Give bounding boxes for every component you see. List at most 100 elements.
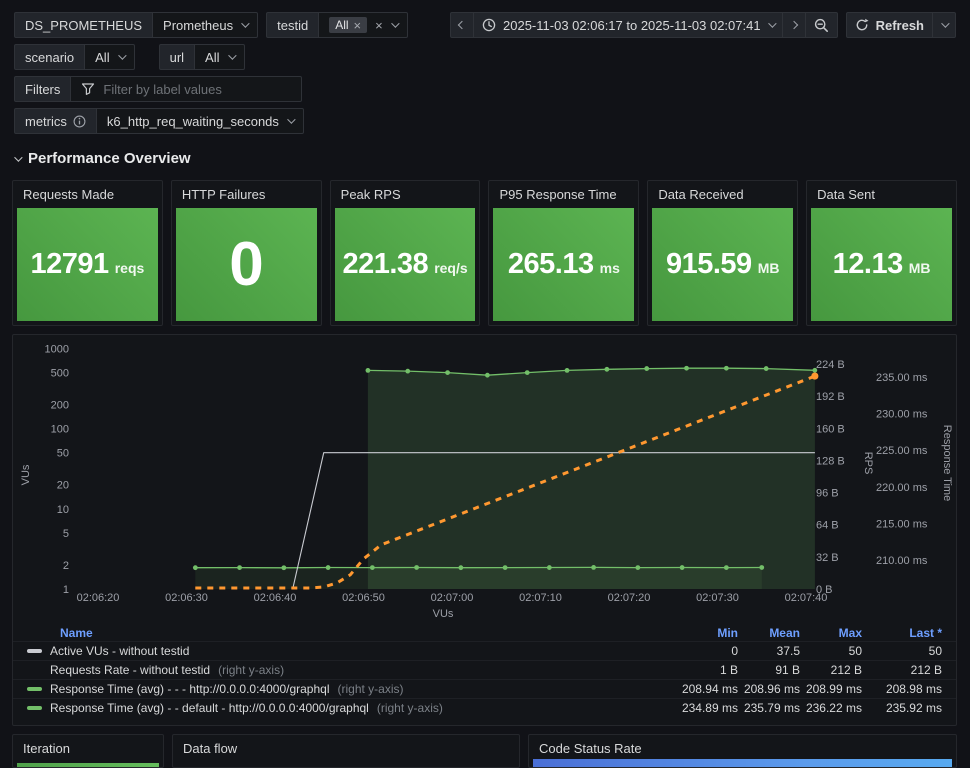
legend-series-name[interactable]: Active VUs - without testid <box>27 644 646 658</box>
metrics-control: metrics k6_http_req_waiting_seconds <box>14 108 304 134</box>
axis-tick-label: 0 B <box>816 584 833 596</box>
url-value[interactable]: All <box>194 44 245 70</box>
stat-title[interactable]: HTTP Failures <box>181 186 266 202</box>
response-time-default-graphql-point[interactable] <box>644 366 650 371</box>
requests-rate-end-point[interactable] <box>811 372 819 380</box>
stat-title[interactable]: Peak RPS <box>340 186 401 202</box>
legend-header-max[interactable]: Max <box>838 625 862 640</box>
response-time-default-graphql-point[interactable] <box>723 365 729 371</box>
stat-title[interactable]: Data Received <box>658 186 744 202</box>
stat-title[interactable]: Requests Made <box>23 186 115 202</box>
response-time-default-graphql-point[interactable] <box>763 366 769 371</box>
chevron-left-icon <box>457 20 467 30</box>
response-time-default-graphql-point[interactable] <box>524 370 530 376</box>
response-time-graphql-point[interactable] <box>759 565 765 570</box>
refresh-button[interactable]: Refresh <box>845 12 933 38</box>
clock-icon <box>482 18 496 32</box>
response-time-graphql-point[interactable] <box>679 565 685 570</box>
scenario-value-text: All <box>95 49 110 65</box>
response-time-graphql-point[interactable] <box>635 565 641 571</box>
legend-header-name[interactable]: Name <box>60 625 93 640</box>
testid-value[interactable]: All × × <box>318 12 408 38</box>
time-range-button[interactable]: 2025-11-03 02:06:17 to 2025-11-03 02:07:… <box>474 12 783 38</box>
axis-tick-label: RPS <box>862 452 874 475</box>
scenario-value[interactable]: All <box>84 44 135 70</box>
active-vus-line[interactable] <box>292 452 815 590</box>
response-time-graphql-point[interactable] <box>325 565 331 570</box>
timeseries-chart[interactable]: 1000 500 200 100 50 20 10 5 2 1 224 B 192 B 160 B 128… <box>13 335 956 624</box>
time-back-button[interactable] <box>450 12 475 38</box>
zoom-out-button[interactable] <box>805 12 838 38</box>
response-time-graphql-point[interactable] <box>546 565 552 570</box>
filters-input-box[interactable] <box>70 76 303 102</box>
legend-header-mean[interactable]: Mean <box>769 625 800 640</box>
axis-tick-label: 220.00 ms <box>876 482 928 494</box>
section-title: Performance Overview <box>28 150 191 167</box>
stat-title[interactable]: Data Sent <box>817 186 875 202</box>
response-time-graphql-point[interactable] <box>192 565 198 571</box>
panel-title[interactable]: Data flow <box>183 740 238 756</box>
stat-body: 265.13 ms <box>493 208 635 321</box>
axis-tick-label: 1000 <box>45 343 69 355</box>
section-row-performance-overview[interactable]: Performance Overview <box>14 150 191 167</box>
response-time-graphql-point[interactable] <box>458 565 464 571</box>
response-time-graphql-point[interactable] <box>414 565 419 570</box>
time-forward-button[interactable] <box>782 12 806 38</box>
response-time-default-graphql-point[interactable] <box>405 368 411 374</box>
response-time-graphql-point[interactable] <box>723 565 729 571</box>
stat-number: 12.13 <box>832 248 904 280</box>
response-time-default-graphql-point[interactable] <box>485 372 490 378</box>
axis-tick-label: 192 B <box>816 391 845 403</box>
response-time-graphql-point[interactable] <box>369 565 375 571</box>
panel-title[interactable]: Iteration <box>23 740 70 756</box>
legend-max-value: 208.99 ms <box>805 682 862 696</box>
time-range-text: 2025-11-03 02:06:17 to 2025-11-03 02:07:… <box>503 17 761 33</box>
testid-selected-pill[interactable]: All × <box>329 17 368 33</box>
response-time-graphql-point[interactable] <box>237 565 243 571</box>
iteration-panel: Iteration <box>12 734 164 768</box>
filter-input[interactable] <box>103 76 292 102</box>
legend-series-name[interactable]: Response Time (avg) - - - http://0.0.0.0… <box>27 682 646 696</box>
response-time-graphql-point[interactable] <box>591 564 596 570</box>
response-time-graphql-point[interactable] <box>502 565 508 571</box>
axis-tick-label: 10 <box>57 504 69 516</box>
legend-header-last[interactable]: Last * <box>909 625 942 640</box>
legend-header-min[interactable]: Min <box>717 625 738 640</box>
metrics-label: metrics <box>25 113 67 129</box>
datasource-value[interactable]: Prometheus <box>152 12 259 38</box>
response-time-default-graphql-point[interactable] <box>365 368 371 373</box>
metrics-label-box: metrics <box>14 108 96 134</box>
response-time-default-graphql-point[interactable] <box>684 365 689 371</box>
datasource-label: DS_PROMETHEUS <box>14 12 153 38</box>
response-time-default-graphql-point[interactable] <box>604 366 610 372</box>
response-time-graphql-point[interactable] <box>281 565 287 571</box>
testid-label: testid <box>266 12 319 38</box>
response-time-default-graphql-point[interactable] <box>812 367 818 373</box>
axis-tick-label: 64 B <box>816 520 839 532</box>
remove-tag-icon[interactable]: × <box>353 17 362 33</box>
legend-min-value: 1 B <box>719 663 738 677</box>
info-icon <box>73 115 86 127</box>
stat-value: 265.13 ms <box>508 248 620 281</box>
axis-tick-label: 225.00 ms <box>876 445 928 457</box>
response-time-default-graphql-line[interactable] <box>367 367 815 376</box>
response-time-default-graphql-point[interactable] <box>445 370 450 376</box>
chevron-right-icon <box>789 20 798 30</box>
legend-series-name[interactable]: Response Time (avg) - - default - http:/… <box>27 701 646 715</box>
stat-title[interactable]: P95 Response Time <box>499 186 617 202</box>
series-swatch <box>27 706 42 710</box>
scenario-label: scenario <box>14 44 85 70</box>
stat-value: 915.59 MB <box>666 248 779 281</box>
refresh-interval-button[interactable] <box>933 12 956 38</box>
panel-title[interactable]: Code Status Rate <box>539 740 642 756</box>
clear-all-icon[interactable]: × <box>375 17 383 33</box>
series-swatch-dashed <box>27 668 42 672</box>
metrics-select[interactable]: k6_http_req_waiting_seconds <box>95 108 304 134</box>
requests-rate-line[interactable] <box>195 374 816 590</box>
axis-tick-label: 235.00 ms <box>876 372 928 384</box>
time-nav-group: 2025-11-03 02:06:17 to 2025-11-03 02:07:… <box>450 12 838 38</box>
stat-unit: MB <box>757 260 780 276</box>
response-time-default-graphql-point[interactable] <box>564 368 570 373</box>
legend-series-name[interactable]: Requests Rate - without testid (right y-… <box>27 663 646 677</box>
